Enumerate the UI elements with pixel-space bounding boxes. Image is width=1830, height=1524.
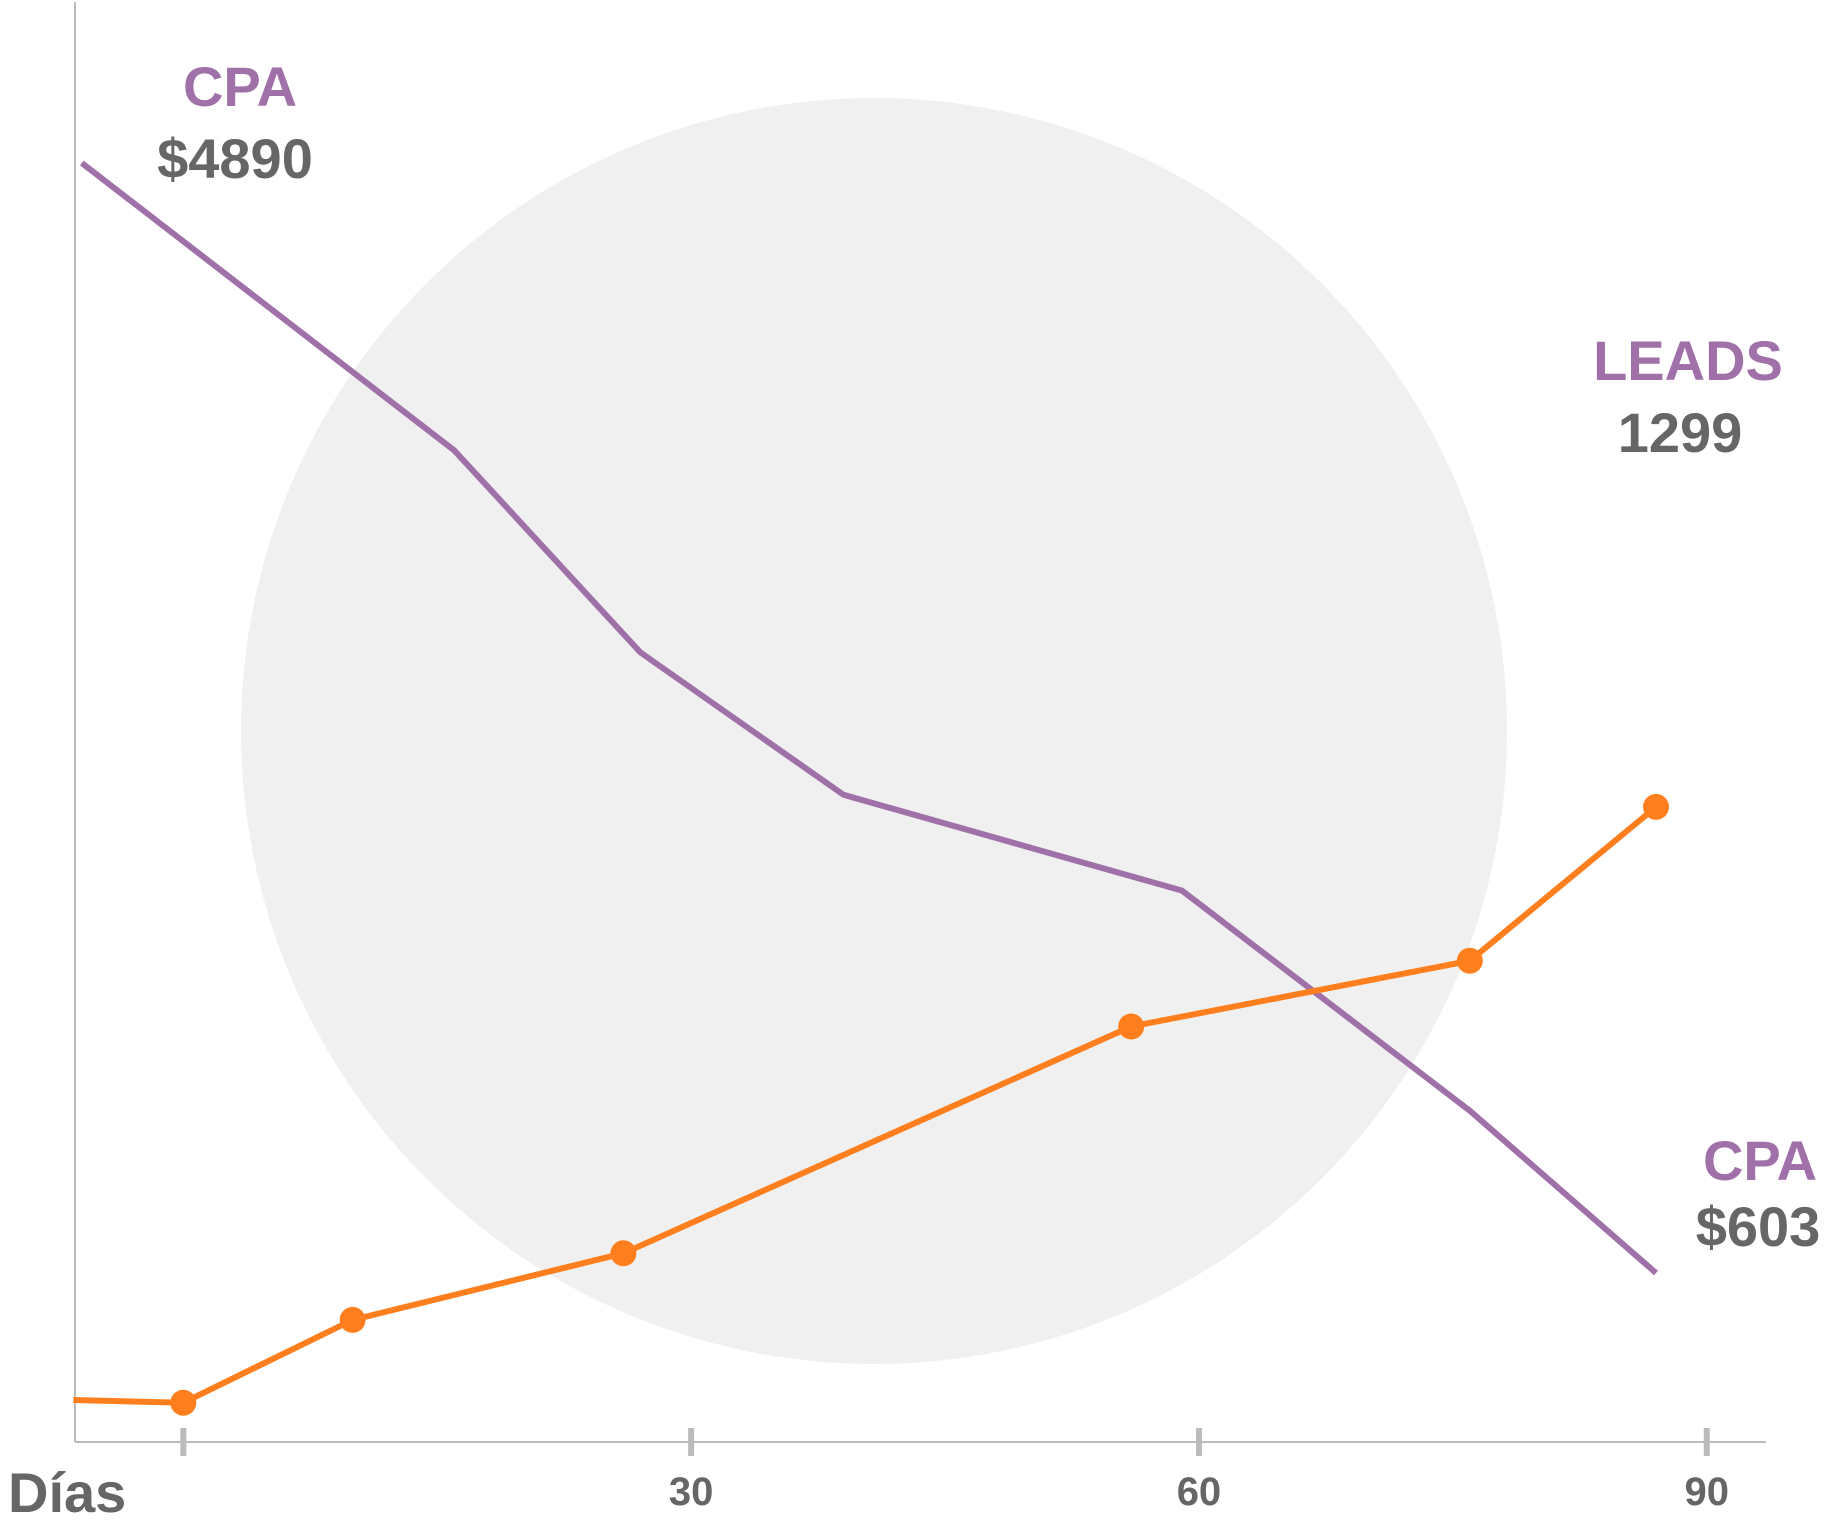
data-point-leads: [339, 1306, 366, 1333]
annotation-cpa-start-value: $4890: [157, 127, 313, 190]
series-layer: [73, 160, 1669, 1416]
annotation-leads-end-title: LEADS: [1593, 329, 1783, 392]
x-axis-tick-label: 60: [1177, 1470, 1222, 1514]
data-point-leads: [170, 1389, 197, 1416]
x-axis-ticks: 30 60 90: [180, 1428, 1730, 1514]
annotation-leads-end-value: 1299: [1618, 401, 1743, 464]
data-point-leads: [1643, 793, 1669, 820]
annotation-cpa-end-value: $603: [1696, 1195, 1821, 1258]
data-point-leads: [610, 1240, 637, 1267]
background-circle: [241, 98, 1507, 1364]
series-cpa: [79, 160, 1658, 1276]
series-leads: [73, 793, 1669, 1416]
x-axis-title: Días: [8, 1461, 126, 1524]
annotations: CPA $4890 LEADS 1299 CPA $603: [157, 55, 1820, 1258]
data-point-leads: [1118, 1013, 1145, 1040]
series-line-cpa: [79, 160, 1658, 1276]
axes: 30 60 90 Días: [8, 2, 1766, 1524]
annotation-cpa-start-title: CPA: [183, 55, 297, 118]
data-point-leads: [1456, 947, 1483, 974]
x-axis-tick-label: 30: [669, 1470, 714, 1514]
background-decoration: [241, 98, 1507, 1364]
annotation-cpa-end-title: CPA: [1703, 1129, 1817, 1192]
x-axis-tick-label: 90: [1685, 1470, 1730, 1514]
